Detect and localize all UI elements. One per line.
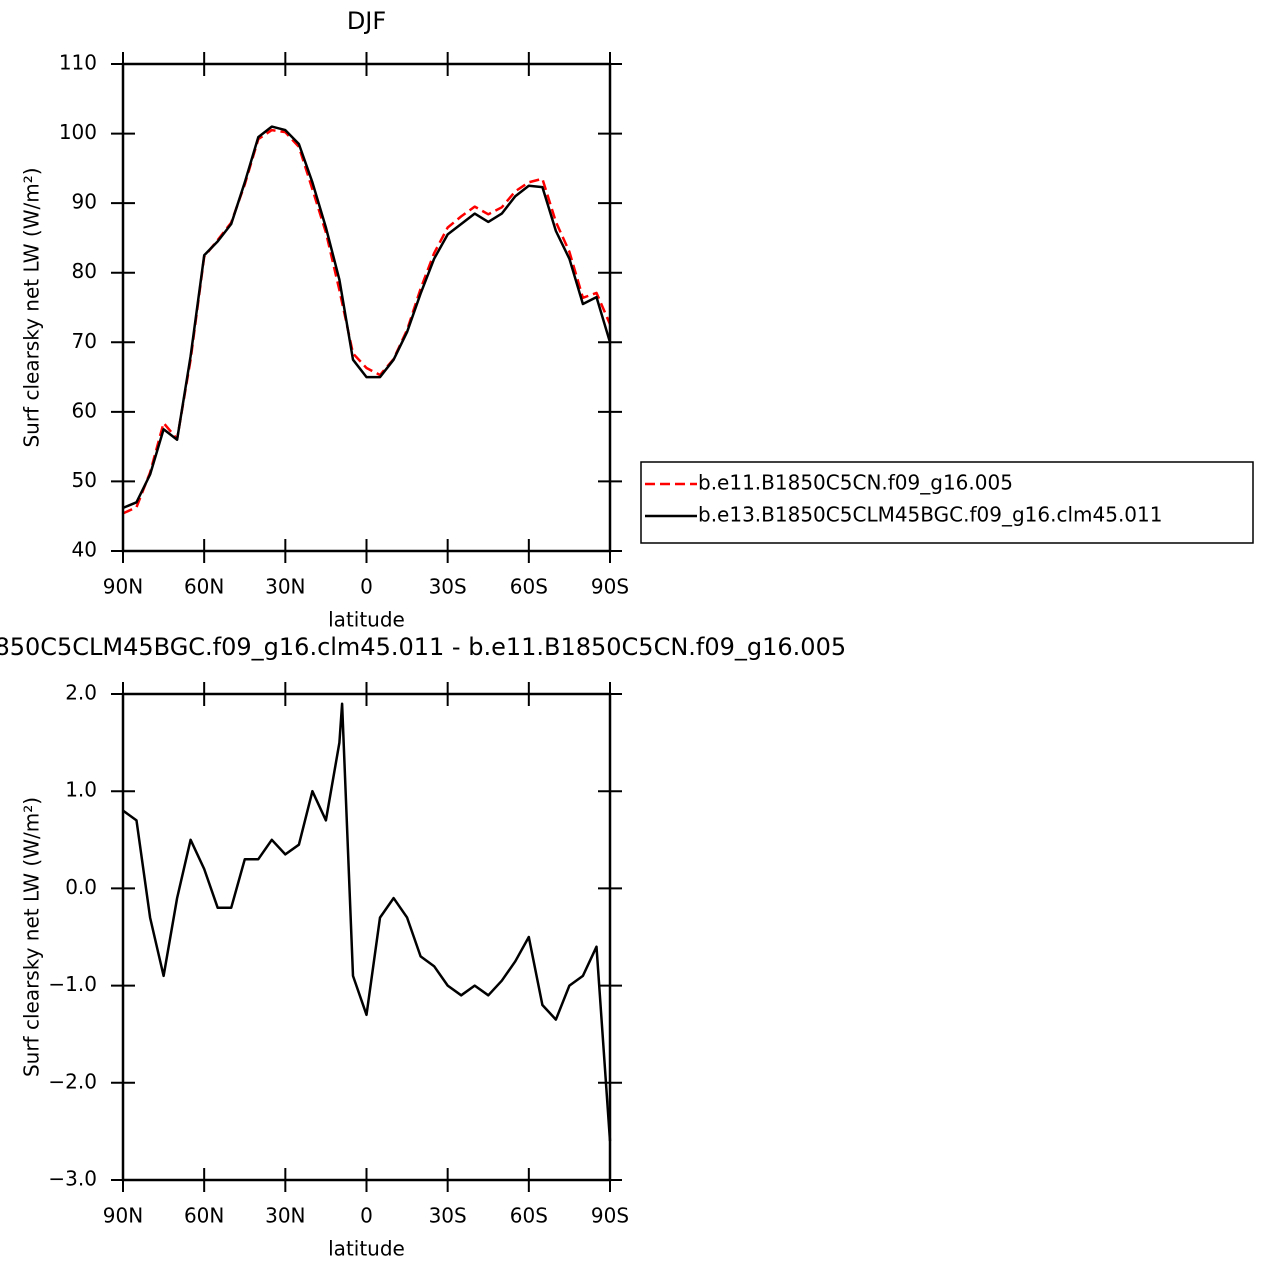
y-tick-label: 1.0 [65,778,97,802]
data-line [122,125,612,510]
x-tick-label: 90N [103,1204,143,1228]
y-tick-label: 50 [72,468,97,492]
y-tick-label: −1.0 [48,972,97,996]
x-tick-label: 60S [510,575,548,599]
y-axis-label: Surf clearsky net LW (W/m²) [20,167,44,447]
y-tick-label: 40 [72,538,97,562]
x-axis-label: latitude [328,608,405,632]
x-tick-label: 0 [360,575,373,599]
y-tick-label: 90 [72,190,97,214]
y-tick-label: 110 [59,51,97,75]
chart-title: b.e13.B1850C5CLM45BGC.f09_g16.clm45.011 … [0,633,846,661]
plot-frame [121,692,612,1182]
chart-title: DJF [347,7,386,35]
x-axis-label: latitude [328,1237,405,1261]
x-tick-label: 60N [184,1204,224,1228]
y-tick-label: 100 [59,120,97,144]
x-tick-label: 30S [429,1204,467,1228]
legend-label: b.e11.B1850C5CN.f09_g16.005 [698,471,1013,495]
y-tick-label: 70 [72,329,97,353]
x-tick-label: 90N [103,575,143,599]
legend-label: b.e13.B1850C5CLM45BGC.f09_g16.clm45.011 [698,503,1162,527]
y-tick-label: −2.0 [48,1069,97,1093]
y-tick-label: 80 [72,259,97,283]
x-tick-label: 60S [510,1204,548,1228]
y-tick-label: 0.0 [65,875,97,899]
x-tick-label: 0 [360,1204,373,1228]
x-tick-label: 30N [265,575,305,599]
plot-frame [121,62,612,553]
x-tick-label: 90S [591,575,629,599]
y-tick-label: 2.0 [65,681,97,705]
legend-box [640,461,1254,544]
y-axis-label: Surf clearsky net LW (W/m²) [20,797,44,1077]
y-tick-label: −3.0 [48,1167,97,1191]
x-tick-label: 30S [429,575,467,599]
x-tick-label: 30N [265,1204,305,1228]
x-tick-label: 90S [591,1204,629,1228]
data-line [122,702,612,1142]
x-tick-label: 60N [184,575,224,599]
y-tick-label: 60 [72,398,97,422]
